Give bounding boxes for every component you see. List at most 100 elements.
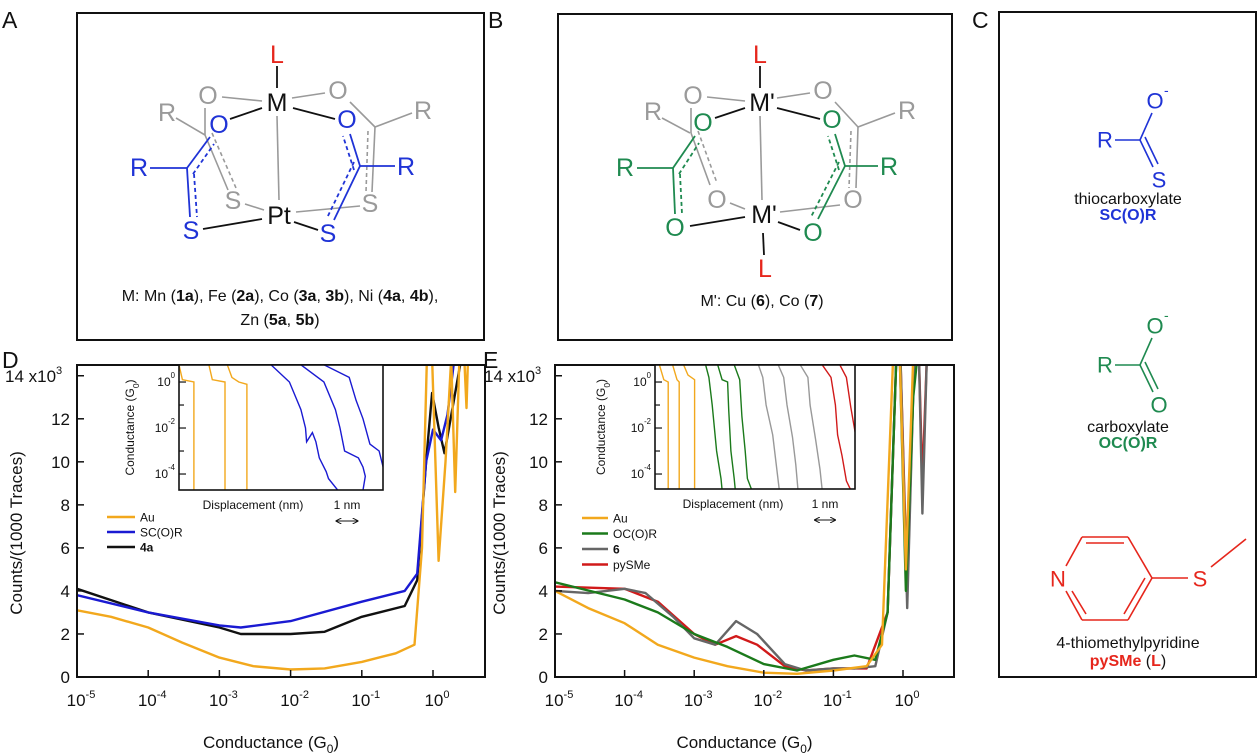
y-tick-label: 8 bbox=[61, 496, 70, 515]
atom-metal-prime: M' bbox=[749, 89, 775, 117]
carboxylate-name: carboxylate bbox=[1087, 419, 1169, 436]
y-axis-label: Counts/(1000 Traces) bbox=[490, 451, 509, 614]
atom-o: O bbox=[328, 77, 347, 105]
x-tick-label: 10-5 bbox=[67, 689, 96, 710]
inset-trace bbox=[839, 365, 855, 436]
atom-s: S bbox=[1193, 567, 1208, 592]
tick-exponent: -5 bbox=[86, 689, 96, 701]
atom-o: O bbox=[803, 219, 822, 247]
thiocarboxylate-bonds bbox=[1115, 112, 1159, 168]
atom-o-minus: O bbox=[1146, 89, 1163, 114]
label-main: Conductance (G bbox=[203, 733, 327, 752]
panel-label-c: C bbox=[972, 7, 989, 33]
label-end: ) bbox=[594, 379, 608, 383]
x-tick-label: 10-1 bbox=[823, 689, 852, 710]
inset-trace bbox=[704, 365, 723, 489]
atom-o: O bbox=[1150, 393, 1167, 418]
multiplier-text: 14 x10 bbox=[5, 367, 56, 386]
caption-run: ), bbox=[428, 288, 438, 305]
atom-r: R bbox=[898, 97, 916, 125]
panel-label-b: B bbox=[488, 7, 503, 33]
inset-y-tick-label: 10-4 bbox=[631, 463, 652, 481]
tick-base: 10 bbox=[823, 691, 842, 710]
charge-minus: - bbox=[1164, 307, 1169, 323]
inset-trace bbox=[179, 365, 195, 490]
inset-traces bbox=[658, 365, 855, 489]
atom-o: O bbox=[707, 186, 726, 214]
atom-o: O bbox=[198, 82, 217, 110]
caption-run: 3b bbox=[325, 288, 344, 305]
caption-run: ) bbox=[818, 293, 823, 310]
inset-trace bbox=[733, 365, 753, 489]
caption-run: M' bbox=[700, 293, 716, 310]
panel-a-caption-line2: Zn (5a, 5b) bbox=[240, 312, 319, 329]
atom-r: R bbox=[644, 98, 662, 126]
tick-exponent: -2 bbox=[168, 417, 175, 426]
tick-exponent: 0 bbox=[647, 371, 652, 380]
x-tick-label: 10-4 bbox=[614, 689, 643, 710]
tick-exponent: -2 bbox=[299, 689, 309, 701]
inset-trace bbox=[821, 365, 852, 489]
tick-base: 10 bbox=[351, 691, 370, 710]
series-line-sc-o-r bbox=[77, 365, 455, 629]
label-subscript: 0 bbox=[131, 383, 141, 388]
y-tick-label: 4 bbox=[539, 582, 548, 601]
caption-run: Zn ( bbox=[240, 312, 269, 329]
atom-o: O bbox=[813, 77, 832, 105]
y-tick-label: 8 bbox=[539, 496, 548, 515]
inset-trace bbox=[323, 365, 383, 470]
gray-bonds bbox=[661, 92, 896, 213]
multiplier-exponent: 3 bbox=[535, 365, 541, 377]
panel-c-ligands: R O - S thiocarboxylate SC(O)R R O - O c… bbox=[998, 11, 1257, 678]
y-tick-label: 0 bbox=[61, 668, 70, 687]
inset-trace bbox=[300, 365, 367, 490]
tick-exponent: -4 bbox=[644, 463, 652, 472]
tick-exponent: -4 bbox=[157, 689, 167, 701]
atom-r: R bbox=[130, 154, 148, 182]
atom-r: R bbox=[158, 99, 176, 127]
x-tick-label: 10-2 bbox=[753, 689, 782, 710]
tick-base: 10 bbox=[155, 421, 169, 435]
caption-run: 6 bbox=[756, 293, 765, 310]
caption-run: 4a bbox=[383, 288, 401, 305]
inset-trace bbox=[208, 365, 226, 490]
y-tick-label: 6 bbox=[61, 539, 70, 558]
label-main: Conductance (G bbox=[676, 733, 800, 752]
caption-run: 2a bbox=[236, 288, 254, 305]
gray-bonds bbox=[175, 92, 413, 213]
inset-background bbox=[655, 365, 855, 489]
x-tick-label: 10-5 bbox=[545, 689, 574, 710]
panel-b-structure: O O R R O O L M' M' L O O R R O O M': Cu… bbox=[557, 13, 953, 341]
caption-run: ) bbox=[314, 312, 319, 329]
tick-exponent: -4 bbox=[168, 463, 176, 472]
carboxylate-bonds bbox=[1115, 337, 1159, 393]
caption-run: 5b bbox=[296, 312, 315, 329]
green-bonds bbox=[637, 133, 878, 220]
tick-base: 10 bbox=[631, 421, 645, 435]
atom-o: O bbox=[665, 214, 684, 242]
inset-trace bbox=[757, 365, 780, 489]
atom-o: O bbox=[209, 111, 228, 139]
x-axis-label: Conductance (G0) bbox=[203, 733, 339, 756]
y-tick-label: 6 bbox=[539, 539, 548, 558]
legend-label: OC(O)R bbox=[613, 527, 657, 541]
tick-base: 10 bbox=[614, 691, 633, 710]
atom-r: R bbox=[397, 153, 415, 181]
panel-label-d: D bbox=[2, 347, 19, 373]
multiplier-text: 14 x10 bbox=[484, 367, 535, 386]
label-main: Conductance (G bbox=[123, 388, 137, 475]
legend-label: 6 bbox=[613, 543, 620, 557]
tick-base: 10 bbox=[633, 375, 647, 389]
tick-exponent: -3 bbox=[703, 689, 713, 701]
y-tick-label: 4 bbox=[61, 582, 70, 601]
series-group bbox=[555, 365, 928, 675]
inset-trace bbox=[432, 365, 490, 490]
inset-traces bbox=[179, 365, 490, 490]
black-bonds bbox=[689, 66, 821, 256]
inset-background bbox=[179, 365, 383, 490]
series-line-4a bbox=[77, 365, 462, 636]
inset-trace bbox=[777, 365, 799, 489]
y-tick-label: 12 bbox=[51, 410, 70, 429]
